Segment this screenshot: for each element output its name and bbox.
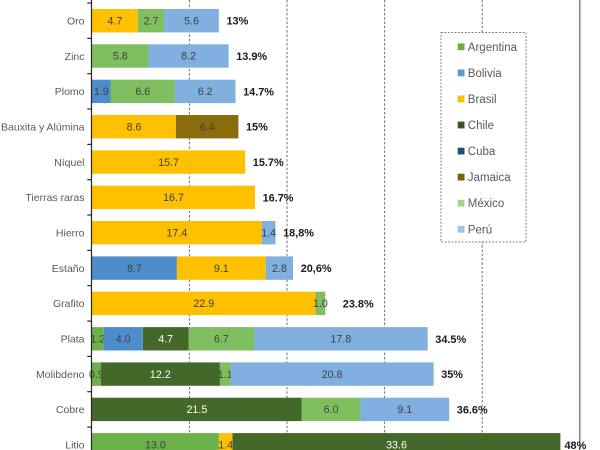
svg-text:13%: 13% xyxy=(227,16,249,28)
svg-text:Estaño: Estaño xyxy=(52,263,85,275)
svg-text:22.9: 22.9 xyxy=(193,298,214,310)
svg-text:8.6: 8.6 xyxy=(127,121,142,133)
svg-text:6.6: 6.6 xyxy=(135,86,150,98)
svg-text:8.2: 8.2 xyxy=(181,51,196,63)
svg-text:Bolivia: Bolivia xyxy=(468,68,502,80)
svg-text:4.7: 4.7 xyxy=(158,334,173,346)
svg-text:48%: 48% xyxy=(565,440,587,450)
svg-text:Plata: Plata xyxy=(61,334,85,346)
svg-text:4.7: 4.7 xyxy=(107,15,122,27)
svg-text:México: México xyxy=(468,198,504,210)
svg-text:Hierro: Hierro xyxy=(56,228,85,240)
svg-text:Grafito: Grafito xyxy=(53,298,85,310)
svg-text:Cuba: Cuba xyxy=(468,146,496,158)
svg-text:5.6: 5.6 xyxy=(184,15,199,27)
svg-text:16.7%: 16.7% xyxy=(263,192,294,204)
svg-text:15.7%: 15.7% xyxy=(253,157,284,169)
svg-text:20.8: 20.8 xyxy=(322,369,343,381)
svg-text:Litio: Litio xyxy=(65,440,84,450)
svg-text:Plomo: Plomo xyxy=(55,86,85,98)
svg-text:9.1: 9.1 xyxy=(397,404,412,416)
svg-text:Jamaica: Jamaica xyxy=(468,172,511,184)
svg-text:13.9%: 13.9% xyxy=(236,51,267,63)
svg-text:2.8: 2.8 xyxy=(272,263,287,275)
svg-text:Níquel: Níquel xyxy=(54,157,84,169)
svg-text:14.7%: 14.7% xyxy=(243,86,274,98)
svg-text:1.0: 1.0 xyxy=(313,298,328,310)
svg-text:16.7: 16.7 xyxy=(163,192,184,204)
svg-text:35%: 35% xyxy=(441,369,463,381)
svg-text:Chile: Chile xyxy=(468,120,494,132)
svg-text:Perú: Perú xyxy=(468,224,492,236)
svg-text:6.2: 6.2 xyxy=(198,86,213,98)
svg-text:1.9: 1.9 xyxy=(94,86,109,98)
svg-text:15%: 15% xyxy=(246,122,268,134)
svg-text:21.5: 21.5 xyxy=(186,404,207,416)
svg-text:Zinc: Zinc xyxy=(65,51,85,63)
svg-text:4.0: 4.0 xyxy=(116,334,131,346)
svg-text:6.0: 6.0 xyxy=(324,404,339,416)
svg-text:17.4: 17.4 xyxy=(166,227,187,239)
svg-text:Argentina: Argentina xyxy=(468,42,518,54)
svg-text:12.2: 12.2 xyxy=(150,369,171,381)
svg-text:9.1: 9.1 xyxy=(214,263,229,275)
svg-text:1.4: 1.4 xyxy=(218,440,233,450)
svg-text:15.7: 15.7 xyxy=(158,157,179,169)
svg-text:2.7: 2.7 xyxy=(144,15,159,27)
svg-text:23.8%: 23.8% xyxy=(343,298,374,310)
svg-text:Molibdeno: Molibdeno xyxy=(36,369,85,381)
svg-text:5.8: 5.8 xyxy=(113,51,128,63)
svg-text:Tierras raras: Tierras raras xyxy=(25,192,84,204)
svg-text:6.7: 6.7 xyxy=(214,334,229,346)
svg-text:Oro: Oro xyxy=(67,16,85,28)
svg-text:6.4: 6.4 xyxy=(200,121,215,133)
svg-text:0.9: 0.9 xyxy=(89,369,104,381)
svg-text:18,8%: 18,8% xyxy=(283,228,314,240)
svg-text:33.6: 33.6 xyxy=(386,440,407,450)
svg-text:Brasil: Brasil xyxy=(468,94,497,106)
svg-text:1.4: 1.4 xyxy=(261,227,276,239)
svg-text:Cobre: Cobre xyxy=(56,404,85,416)
svg-text:20,6%: 20,6% xyxy=(301,263,332,275)
svg-text:Bauxita y Alúmina: Bauxita y Alúmina xyxy=(1,122,85,134)
svg-text:34.5%: 34.5% xyxy=(435,334,466,346)
svg-text:1.2: 1.2 xyxy=(90,334,105,346)
svg-text:36.6%: 36.6% xyxy=(457,404,488,416)
svg-text:1.1: 1.1 xyxy=(218,369,233,381)
svg-text:8.7: 8.7 xyxy=(127,263,142,275)
svg-text:13.0: 13.0 xyxy=(145,440,166,450)
svg-text:17.8: 17.8 xyxy=(330,334,351,346)
